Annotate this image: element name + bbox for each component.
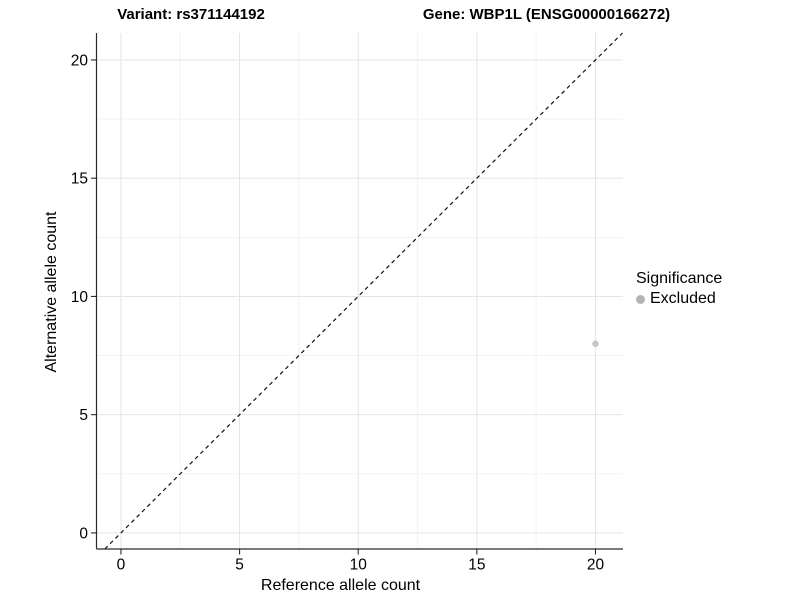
y-tick-label: 0 — [79, 525, 88, 542]
y-tick-label: 10 — [71, 289, 89, 306]
y-tick-label: 15 — [71, 171, 88, 188]
legend-item-excluded: Excluded — [636, 289, 722, 309]
x-tick-label: 5 — [235, 557, 244, 574]
y-tick-label: 20 — [71, 52, 89, 69]
x-tick-label: 20 — [587, 557, 605, 574]
x-axis-title: Reference allele count — [260, 577, 421, 594]
y-axis-title: Alternative allele count — [43, 211, 60, 373]
data-point — [592, 340, 599, 347]
y-tick-label: 5 — [79, 407, 88, 424]
variant-title: Variant: rs371144192 — [117, 6, 265, 23]
x-tick-label: 0 — [117, 557, 126, 574]
identity-line — [104, 32, 623, 550]
x-tick-label: 15 — [468, 557, 485, 574]
gene-title: Gene: WBP1L (ENSG00000166272) — [422, 6, 671, 23]
legend: Significance Excluded — [636, 269, 722, 309]
x-tick-label: 10 — [350, 557, 368, 574]
legend-key-excluded-icon — [636, 294, 645, 304]
legend-title: Significance — [636, 270, 723, 287]
legend-item-label: Excluded — [650, 290, 716, 307]
